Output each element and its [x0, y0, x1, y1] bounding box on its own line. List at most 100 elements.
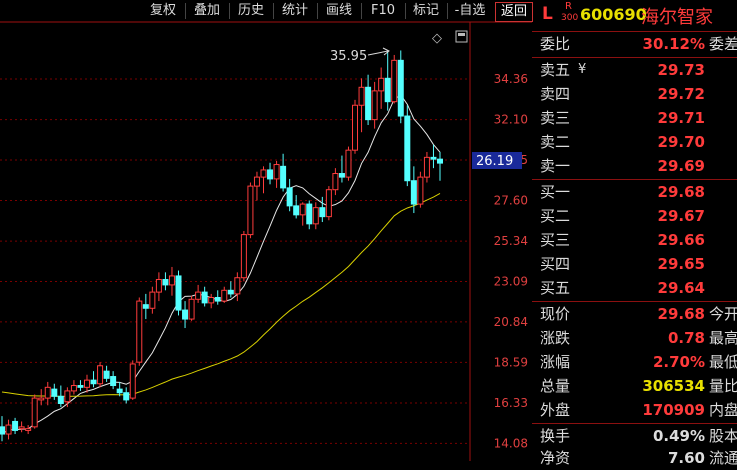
- y-tick-label: 16.33: [494, 396, 528, 410]
- candle-body: [299, 203, 306, 216]
- buy1-row[interactable]: 买一 29.68: [532, 180, 737, 204]
- candle-body: [201, 291, 208, 304]
- candle-body: [273, 164, 280, 180]
- stock-header: L R 300 600690 海尔智家: [532, 0, 737, 30]
- y-tick-label: 14.08: [494, 436, 528, 450]
- buy5-row[interactable]: 买五 29.64: [532, 276, 737, 300]
- sell1-label: 卖一: [540, 157, 571, 175]
- candle-body: [240, 234, 247, 279]
- candle-body: [234, 277, 241, 295]
- candle-body: [365, 86, 372, 121]
- candle-body: [267, 169, 274, 180]
- y-tick-label: 20.84: [494, 315, 528, 329]
- candle-body: [397, 59, 404, 117]
- high-price-pointer-head: [382, 47, 390, 56]
- y-tick-label: 32.10: [494, 113, 528, 127]
- stat-value: 306534: [642, 377, 705, 395]
- y-tick-label: 25.34: [494, 234, 528, 248]
- stat-value: 0.78: [667, 329, 705, 347]
- stat-extra: 内盘: [709, 401, 737, 419]
- stat-extra: 流通: [709, 449, 737, 467]
- candle-body: [38, 397, 45, 401]
- marker-300: 300: [561, 13, 579, 23]
- sell2-row[interactable]: 卖二 29.70: [532, 130, 737, 154]
- buy3-row[interactable]: 买三 29.66: [532, 228, 737, 252]
- stat-label: 现价: [540, 305, 571, 323]
- candle-body: [410, 180, 417, 205]
- sell5-row[interactable]: 卖五 ¥ 29.73: [532, 58, 737, 82]
- sell1-price: 29.69: [657, 157, 705, 175]
- candle-body: [155, 279, 162, 293]
- candle-body: [325, 189, 332, 218]
- stat-extra: 最高: [709, 329, 737, 347]
- candle-body: [417, 176, 424, 205]
- candle-body: [97, 365, 104, 385]
- buy1-label: 买一: [540, 183, 571, 201]
- candle-body: [371, 90, 378, 121]
- weibi-row: 委比 30.12% 委差: [532, 32, 737, 56]
- square-icon[interactable]: [455, 30, 468, 43]
- candle-body: [129, 363, 136, 399]
- buy2-row[interactable]: 买二 29.67: [532, 204, 737, 228]
- current-price-tag: 26.19: [476, 154, 513, 169]
- candle-body: [70, 385, 77, 392]
- add-watchlist-button[interactable]: -自选: [454, 3, 486, 18]
- candle-body: [110, 376, 117, 387]
- buy5-price: 29.64: [657, 279, 705, 297]
- buy4-row[interactable]: 买四 29.65: [532, 252, 737, 276]
- candle-body: [182, 309, 189, 320]
- draw-line-button[interactable]: 画线: [325, 3, 352, 18]
- high-price-pointer: [367, 50, 389, 56]
- weicha-label: 委差: [709, 35, 737, 53]
- stat-label: 涨幅: [540, 353, 571, 371]
- sell1-row[interactable]: 卖一 29.69: [532, 154, 737, 178]
- candle-body: [116, 388, 123, 394]
- buy3-label: 买三: [540, 231, 571, 249]
- stat-extra: 股本: [709, 427, 737, 445]
- buy4-price: 29.65: [657, 255, 705, 273]
- sell3-price: 29.71: [657, 109, 705, 127]
- chart-toolbar: 复权 叠加 历史 统计 画线 F10 标记 -自选 返回: [0, 0, 533, 22]
- candle-body: [77, 385, 84, 388]
- overlay-button[interactable]: 叠加: [193, 3, 220, 18]
- back-button[interactable]: 返回: [495, 2, 533, 22]
- candle-body: [208, 296, 215, 304]
- candle-body: [12, 420, 19, 431]
- candle-body: [90, 379, 97, 385]
- stock-code: 600690: [580, 5, 647, 24]
- candle-body: [358, 86, 365, 106]
- candle-body: [44, 386, 51, 399]
- statistics-button[interactable]: 统计: [281, 3, 308, 18]
- mark-button[interactable]: 标记: [412, 3, 439, 18]
- stat-label: 外盘: [540, 401, 571, 419]
- stat-extra: 今开: [709, 305, 737, 323]
- y-tick-label: 34.36: [494, 72, 528, 86]
- candle-body: [345, 149, 352, 178]
- sell4-row[interactable]: 卖四 29.72: [532, 82, 737, 106]
- diamond-icon[interactable]: ◇: [432, 31, 442, 46]
- stat-extra: 量比: [709, 377, 737, 395]
- candle-body: [430, 156, 437, 160]
- stat-value: 29.68: [657, 305, 705, 323]
- candle-body: [142, 304, 149, 309]
- candle-body: [221, 289, 228, 302]
- fuquan-button[interactable]: 复权: [149, 3, 176, 18]
- stock-name: 海尔智家: [641, 7, 713, 28]
- candle-body: [0, 426, 5, 435]
- f10-button[interactable]: F10: [370, 3, 396, 18]
- candle-body: [31, 397, 38, 428]
- candle-body: [83, 379, 90, 388]
- candle-body: [404, 115, 411, 182]
- sell3-row[interactable]: 卖三 29.71: [532, 106, 737, 130]
- candle-body: [293, 205, 300, 216]
- stat-value: 170909: [642, 401, 705, 419]
- candle-body: [338, 173, 345, 178]
- candlestick-chart[interactable]: 34.3632.1029.8527.6025.3423.0920.8418.59…: [0, 0, 532, 461]
- buy4-label: 买四: [540, 255, 571, 273]
- history-button[interactable]: 历史: [237, 3, 264, 18]
- marker-l: L: [542, 4, 553, 24]
- buy3-price: 29.66: [657, 231, 705, 249]
- stat-value: 2.70%: [652, 353, 705, 371]
- sell2-label: 卖二: [540, 133, 571, 151]
- candle-body: [391, 59, 398, 103]
